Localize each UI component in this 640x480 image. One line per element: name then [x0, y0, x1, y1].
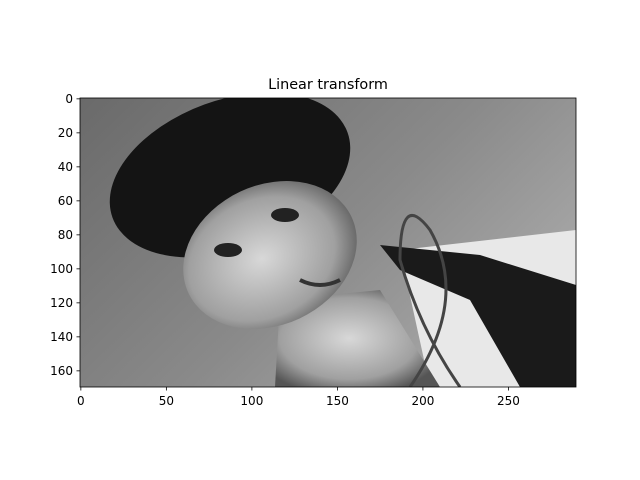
y-tick-label: 120 [50, 296, 73, 310]
x-tick-label: 150 [326, 394, 349, 408]
y-tick-label: 140 [50, 330, 73, 344]
x-tick-label: 200 [411, 394, 434, 408]
y-tick-label: 100 [50, 262, 73, 276]
image [80, 98, 576, 387]
chart-title: Linear transform [268, 77, 388, 93]
x-tick-label: 50 [159, 394, 174, 408]
y-tick-label: 60 [58, 194, 73, 208]
y-tick-label: 40 [58, 160, 73, 174]
x-tick-label: 100 [240, 394, 263, 408]
x-tick-label: 250 [497, 394, 520, 408]
y-tick-label: 20 [58, 126, 73, 140]
axes-frame [79, 97, 577, 388]
x-tick-label: 0 [77, 394, 85, 408]
y-tick-label: 0 [65, 92, 73, 106]
y-tick-label: 80 [58, 228, 73, 242]
y-tick-label: 160 [50, 364, 73, 378]
